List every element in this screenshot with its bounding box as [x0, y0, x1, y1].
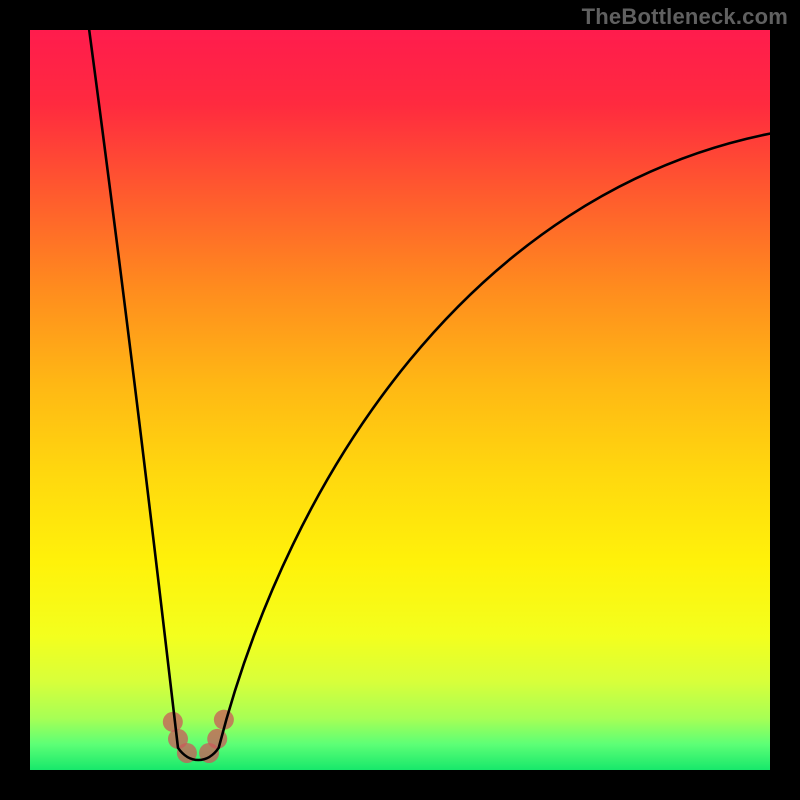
plot-background [30, 30, 770, 770]
chart-svg [0, 0, 800, 800]
chart-stage: TheBottleneck.com [0, 0, 800, 800]
curve-marker [163, 712, 183, 732]
watermark-text: TheBottleneck.com [582, 4, 788, 30]
